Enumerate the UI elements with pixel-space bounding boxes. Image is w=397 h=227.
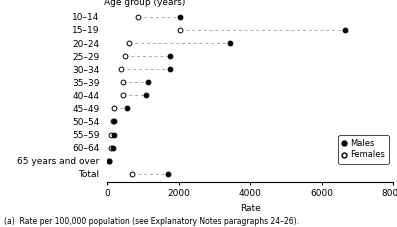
Text: (a)  Rate per 100,000 population (see Explanatory Notes paragraphs 24–26).: (a) Rate per 100,000 population (see Exp…: [4, 217, 299, 226]
Point: [106, 159, 112, 163]
Point: [129, 172, 135, 175]
Legend: Males, Females: Males, Females: [338, 135, 389, 164]
Point: [167, 67, 173, 71]
Point: [177, 28, 184, 32]
Point: [106, 159, 112, 163]
Point: [341, 28, 348, 32]
Text: Age group (years): Age group (years): [104, 0, 186, 7]
Point: [145, 80, 152, 84]
Point: [125, 41, 132, 45]
Point: [134, 15, 141, 19]
Point: [143, 94, 150, 97]
Point: [120, 80, 127, 84]
Point: [167, 54, 173, 58]
Point: [111, 120, 118, 123]
Point: [108, 133, 114, 136]
Point: [110, 120, 116, 123]
Point: [227, 41, 233, 45]
Point: [122, 54, 128, 58]
Point: [118, 67, 125, 71]
Point: [108, 146, 114, 149]
Point: [177, 15, 184, 19]
Point: [111, 133, 118, 136]
Point: [124, 107, 130, 110]
Point: [120, 94, 127, 97]
Point: [165, 172, 171, 175]
Point: [111, 107, 118, 110]
Point: [110, 146, 116, 149]
X-axis label: Rate: Rate: [240, 204, 260, 213]
